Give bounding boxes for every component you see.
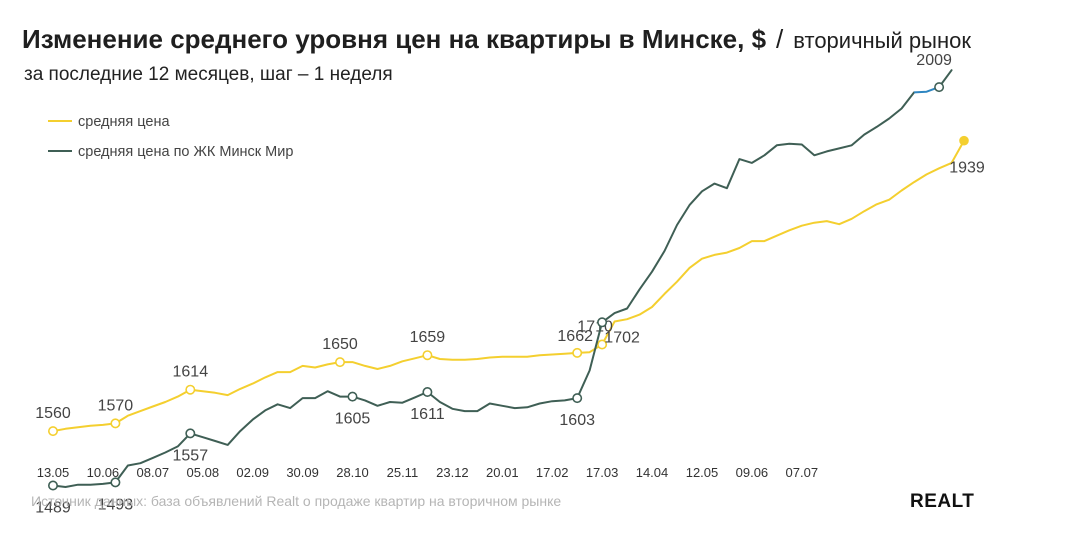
x-tick-label: 07.07 — [786, 465, 819, 480]
x-tick-label: 17.03 — [586, 465, 619, 480]
chart-title-market: вторичный рынок — [793, 28, 971, 53]
x-tick-label: 12.05 — [686, 465, 719, 480]
data-point-avg-1614 — [185, 384, 196, 395]
data-point-minsk-mir-1493 — [110, 477, 121, 488]
data-point-minsk-mir-1702 — [597, 317, 608, 328]
data-label-minsk-mir-1603: 1603 — [559, 412, 595, 429]
x-axis: 13.05 10.06 08.07 05.08 02.09 30.09 28.10 25.11… — [37, 465, 818, 480]
data-label-avg-1560: 1560 — [35, 405, 71, 422]
data-label-minsk-mir-1702: 1702 — [604, 329, 640, 346]
chart-subtitle: за последние 12 месяцев, шаг – 1 неделя — [24, 64, 393, 85]
series-line-avg — [52, 139, 965, 433]
legend-label-minsk-mir: средняя цена по ЖК Минск Мир — [78, 144, 293, 160]
x-tick-label: 30.09 — [286, 465, 319, 480]
x-tick-label: 10.06 — [87, 465, 120, 480]
data-label-minsk-mir-1557: 1557 — [173, 447, 209, 464]
x-tick-label: 08.07 — [137, 465, 170, 480]
x-tick-label: 05.08 — [187, 465, 220, 480]
x-tick-label: 09.06 — [736, 465, 769, 480]
data-label-minsk-mir-1605: 1605 — [335, 411, 371, 428]
x-tick-label: 23.12 — [436, 465, 469, 480]
data-label-avg-1614: 1614 — [173, 364, 209, 381]
chart-title: Изменение среднего уровня цен на квартир… — [22, 24, 971, 54]
data-point-minsk-mir-1605 — [347, 391, 358, 402]
data-point-minsk-mir-1611 — [422, 386, 433, 397]
data-point-avg-1570 — [110, 418, 121, 429]
source-note: Источник данных: база объявлений Realt о… — [31, 493, 561, 509]
legend-label-avg: средняя цена — [78, 114, 170, 130]
data-label-minsk-mir-2009: 2009 — [916, 52, 952, 69]
data-label-avg-1662: 1662 — [557, 328, 593, 345]
x-tick-label: 28.10 — [336, 465, 369, 480]
data-point-avg-1650 — [334, 357, 345, 368]
data-label-avg-1650: 1650 — [322, 336, 358, 353]
chart-title-main: Изменение среднего уровня цен на квартир… — [22, 24, 767, 54]
data-point-avg-1560 — [47, 426, 58, 437]
data-point-avg-1662 — [572, 347, 583, 358]
data-point-avg-1939 — [959, 135, 969, 146]
chart-title-separator: / — [776, 24, 784, 54]
x-tick-label: 14.04 — [636, 465, 669, 480]
data-label-avg-1570: 1570 — [98, 397, 134, 414]
data-label-minsk-mir-1493: 1493 — [98, 496, 134, 513]
x-tick-label: 20.01 — [486, 465, 519, 480]
data-point-minsk-mir-2009 — [934, 82, 945, 93]
data-label-avg-1659: 1659 — [410, 329, 446, 346]
data-point-minsk-mir-1603 — [572, 393, 583, 404]
data-label-minsk-mir-1489: 1489 — [35, 500, 71, 517]
series-line-minsk-mir — [52, 91, 916, 488]
x-tick-label: 13.05 — [37, 465, 70, 480]
data-label-avg-1939: 1939 — [949, 160, 985, 177]
x-tick-label: 02.09 — [236, 465, 269, 480]
data-point-avg-1710 — [597, 339, 608, 350]
x-tick-label: 17.02 — [536, 465, 569, 480]
data-point-minsk-mir-1489 — [47, 480, 58, 491]
data-point-minsk-mir-1557 — [185, 428, 196, 439]
x-tick-label: 25.11 — [387, 465, 419, 480]
data-label-minsk-mir-1611: 1611 — [410, 406, 445, 423]
realt-logo: REALT — [910, 491, 974, 512]
legend: средняя цена средняя цена по ЖК Минск Ми… — [48, 114, 293, 160]
data-point-avg-1659 — [422, 350, 433, 361]
